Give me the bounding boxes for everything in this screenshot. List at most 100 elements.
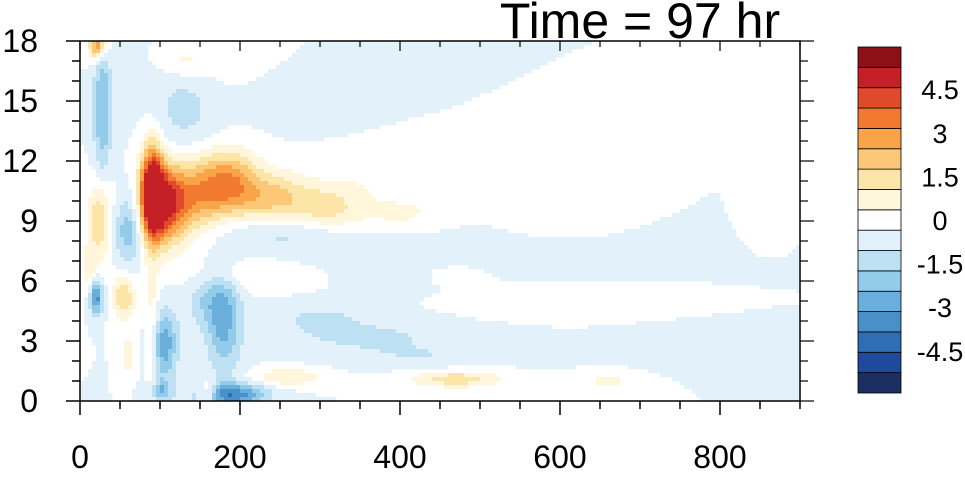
heatmap-cell (232, 89, 237, 94)
heatmap-cell (472, 85, 477, 90)
heatmap-cell (192, 113, 197, 118)
heatmap-cell (216, 165, 221, 170)
heatmap-cell (496, 77, 501, 82)
heatmap-cell (92, 77, 97, 82)
heatmap-cell (164, 201, 169, 206)
heatmap-cell (252, 237, 257, 242)
heatmap-cell (332, 121, 337, 126)
heatmap-cell (304, 61, 309, 66)
heatmap-cell (444, 237, 449, 242)
heatmap-cell (184, 165, 189, 170)
heatmap-cell (176, 141, 181, 146)
heatmap-cell (624, 265, 629, 270)
heatmap-cell (484, 81, 489, 86)
heatmap-cell (388, 253, 393, 258)
heatmap-cell (192, 81, 197, 86)
heatmap-cell (176, 125, 181, 130)
heatmap-cell (284, 257, 289, 262)
heatmap-cell (132, 97, 137, 102)
heatmap-cell (256, 217, 261, 222)
heatmap-cell (288, 253, 293, 258)
heatmap-cell (300, 121, 305, 126)
heatmap-cell (540, 253, 545, 258)
heatmap-cell (268, 101, 273, 106)
heatmap-cell (780, 257, 785, 262)
heatmap-cell (376, 261, 381, 266)
heatmap-cell (156, 133, 161, 138)
heatmap-cell (700, 229, 705, 234)
heatmap-cell (440, 233, 445, 238)
heatmap-cell (480, 41, 485, 46)
heatmap-cell (348, 253, 353, 258)
heatmap-cell (128, 85, 133, 90)
heatmap-cell (212, 169, 217, 174)
heatmap-cell (168, 205, 173, 210)
heatmap-cell (432, 81, 437, 86)
heatmap-cell (184, 125, 189, 130)
heatmap-cell (404, 241, 409, 246)
heatmap-cell (228, 233, 233, 238)
heatmap-cell (564, 237, 569, 242)
heatmap-cell (164, 125, 169, 130)
heatmap-cell (740, 249, 745, 254)
heatmap-cell (240, 197, 245, 202)
heatmap-cell (108, 153, 113, 158)
heatmap-cell (320, 65, 325, 70)
heatmap-cell (92, 205, 97, 210)
heatmap-cell (220, 145, 225, 150)
heatmap-cell (620, 253, 625, 258)
heatmap-cell (168, 173, 173, 178)
heatmap-cell (248, 93, 253, 98)
heatmap-cell (104, 85, 109, 90)
heatmap-cell (348, 185, 353, 190)
heatmap-cell (148, 169, 153, 174)
heatmap-cell (108, 125, 113, 130)
heatmap-cell (156, 97, 161, 102)
heatmap-cell (312, 245, 317, 250)
heatmap-cell (172, 165, 177, 170)
heatmap-cell (276, 193, 281, 198)
heatmap-cell (88, 117, 93, 122)
heatmap-cell (284, 217, 289, 222)
heatmap-cell (292, 213, 297, 218)
heatmap-cell (508, 69, 513, 74)
heatmap-cell (400, 261, 405, 266)
heatmap-cell (252, 89, 257, 94)
heatmap-cell (192, 109, 197, 114)
heatmap-cell (268, 197, 273, 202)
heatmap-cell (172, 77, 177, 82)
heatmap-cell (388, 69, 393, 74)
heatmap-cell (208, 257, 213, 262)
heatmap-cell (156, 189, 161, 194)
heatmap-cell (172, 205, 177, 210)
heatmap-cell (96, 169, 101, 174)
heatmap-cell (216, 169, 221, 174)
heatmap-cell (268, 249, 273, 254)
heatmap-cell (616, 257, 621, 262)
heatmap-cell (360, 81, 365, 86)
heatmap-cell (280, 89, 285, 94)
heatmap-cell (420, 89, 425, 94)
heatmap-cell (500, 261, 505, 266)
heatmap-cell (272, 217, 277, 222)
heatmap-cell (124, 121, 129, 126)
heatmap-cell (516, 45, 521, 50)
heatmap-cell (208, 165, 213, 170)
heatmap-cell (748, 257, 753, 262)
heatmap-cell (128, 113, 133, 118)
heatmap-cell (472, 93, 477, 98)
heatmap-cell (328, 201, 333, 206)
heatmap-cell (448, 97, 453, 102)
heatmap-cell (528, 65, 533, 70)
heatmap-cell (636, 269, 641, 274)
heatmap-cell (248, 177, 253, 182)
heatmap-cell (728, 225, 733, 230)
heatmap-cell (316, 213, 321, 218)
heatmap-cell (464, 57, 469, 62)
heatmap-cell (256, 177, 261, 182)
heatmap-cell (508, 57, 513, 62)
heatmap-cell (472, 225, 477, 230)
heatmap-cell (124, 265, 129, 270)
heatmap-cell (572, 249, 577, 254)
heatmap-cell (372, 257, 377, 262)
